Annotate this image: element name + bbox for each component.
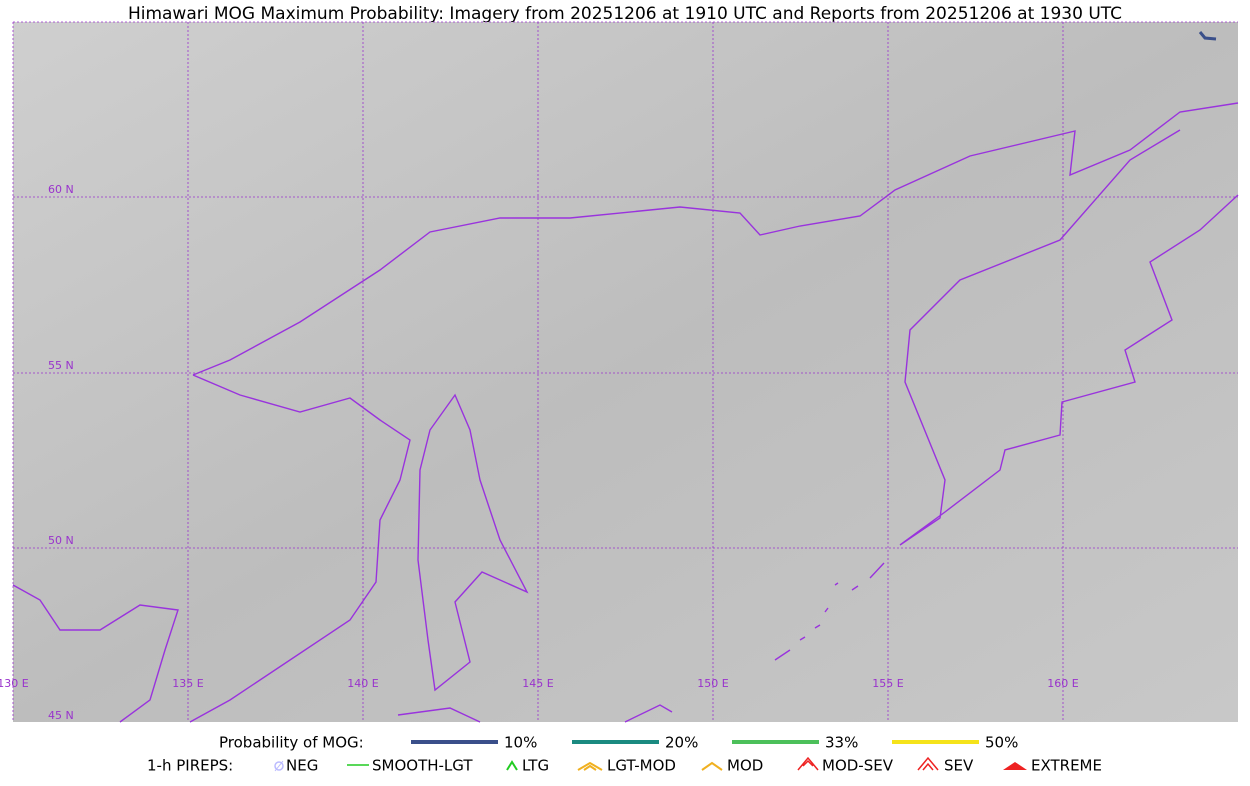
legend-item: MOD-SEV [822, 757, 894, 775]
lat-label: 55 N [48, 359, 74, 372]
lat-label: 60 N [48, 183, 74, 196]
legend-item: 50% [985, 734, 1018, 752]
pireps-legend: 1-h PIREPS: NEG SMOOTH-LGT LTG LGT-MOD M… [147, 757, 1102, 775]
satellite-image [13, 22, 1238, 722]
graticule [12, 21, 1238, 722]
lon-label: 130 E [0, 677, 29, 690]
legend-item: MOD [727, 757, 763, 775]
lon-label: 145 E [522, 677, 553, 690]
legend-item: EXTREME [1031, 757, 1102, 775]
title: Himawari MOG Maximum Probability: Imager… [128, 4, 1122, 24]
legend-item: SMOOTH-LGT [372, 757, 473, 775]
legend-label: 1-h PIREPS: [147, 757, 233, 775]
legend-item: 20% [665, 734, 698, 752]
legend-item: LGT-MOD [607, 757, 676, 775]
legend-item: 33% [825, 734, 858, 752]
legend-label: Probability of MOG: [219, 734, 364, 752]
legend-item: NEG [286, 757, 318, 775]
lon-label: 160 E [1047, 677, 1078, 690]
legend-item: SEV [944, 757, 974, 775]
lon-label: 155 E [872, 677, 903, 690]
lon-label: 150 E [697, 677, 728, 690]
lat-label: 50 N [48, 534, 74, 547]
probability-legend: Probability of MOG: 10% 20% 33% 50% [219, 734, 1018, 752]
lon-label: 140 E [347, 677, 378, 690]
grid-labels: 60 N 55 N 50 N 45 N 130 E 135 E 140 E 14… [0, 183, 1079, 722]
lon-label: 135 E [172, 677, 203, 690]
coastlines [12, 31, 1239, 723]
legend-item: 10% [504, 734, 537, 752]
lat-label: 45 N [48, 709, 74, 722]
legend-item: LTG [522, 757, 549, 775]
